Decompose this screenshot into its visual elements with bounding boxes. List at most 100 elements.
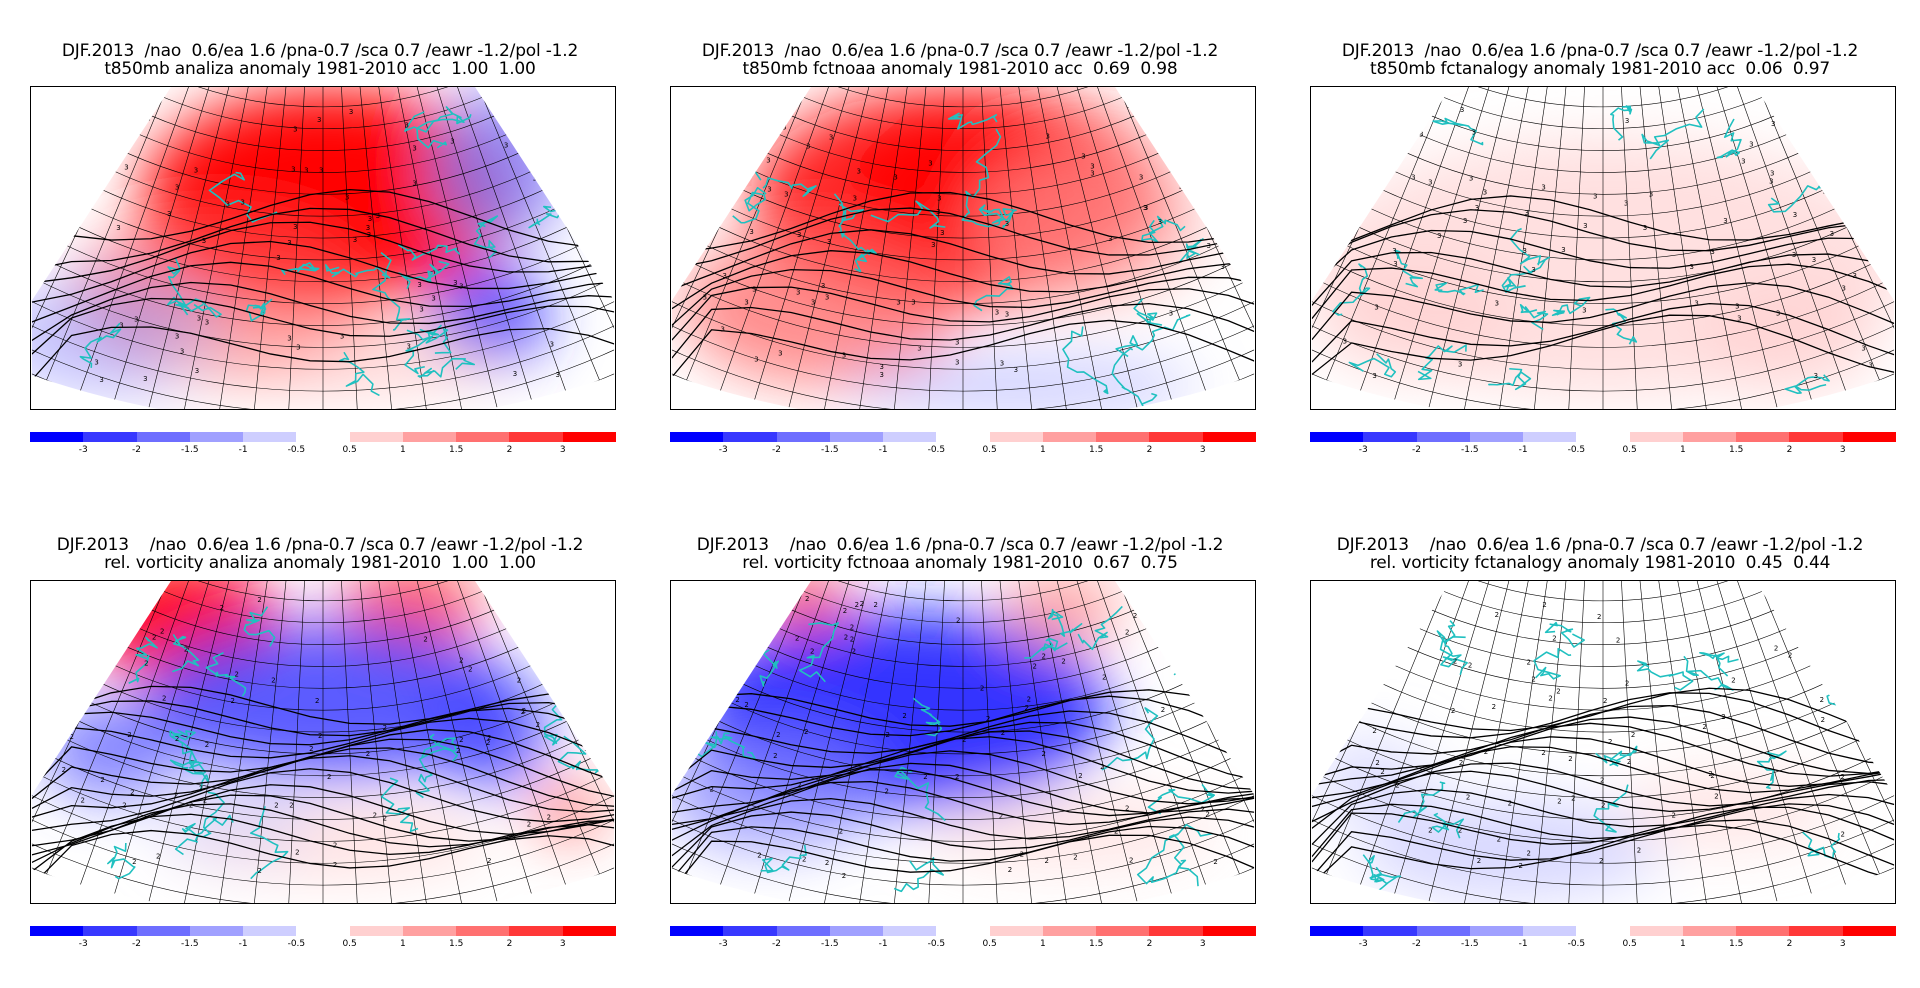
- svg-text:3: 3: [937, 194, 941, 202]
- svg-text:2: 2: [505, 605, 509, 613]
- colorbar-label: 1.5: [449, 445, 464, 455]
- svg-text:3: 3: [1523, 247, 1527, 255]
- svg-text:2: 2: [844, 634, 848, 642]
- svg-text:2: 2: [1161, 706, 1165, 714]
- svg-text:3: 3: [955, 358, 959, 366]
- svg-text:2: 2: [1451, 707, 1455, 715]
- svg-text:3: 3: [1710, 248, 1714, 256]
- colorbar-label: 1: [400, 445, 406, 455]
- svg-text:2: 2: [521, 708, 525, 716]
- svg-text:3: 3: [134, 316, 138, 324]
- svg-text:3: 3: [1090, 169, 1094, 177]
- colorbar-segment: [296, 432, 351, 442]
- svg-text:2: 2: [130, 789, 134, 797]
- svg-text:3: 3: [1561, 246, 1565, 254]
- svg-text:3: 3: [1463, 217, 1467, 225]
- svg-text:3: 3: [1593, 192, 1597, 200]
- svg-text:2: 2: [1078, 772, 1082, 780]
- svg-text:3: 3: [1741, 158, 1745, 166]
- svg-text:3: 3: [767, 185, 771, 193]
- map-frame: 2 2 2 2 2 2 2 2 2 2 2 2 2 2 2 2 2 2 2 2 2 2 2 2 2 2 2 2 2 2 2 2 2 2 2 2 2 2 2 2…: [670, 580, 1256, 904]
- svg-text:3: 3: [1205, 143, 1209, 151]
- svg-text:2: 2: [199, 785, 203, 793]
- svg-text:2: 2: [839, 827, 843, 835]
- panel-title-line2: rel. vorticity analiza anomaly 1981-2010…: [104, 553, 536, 573]
- colorbar-label: 3: [1199, 445, 1206, 455]
- map-panel-2: DJF.2013 /nao 0.6/ea 1.6 /pna-0.7 /sca 0…: [640, 0, 1280, 494]
- coastlines: [1332, 105, 1843, 394]
- svg-text:2: 2: [1459, 759, 1463, 767]
- colorbar-segment: [509, 926, 564, 936]
- svg-text:3: 3: [1847, 126, 1851, 134]
- svg-text:3: 3: [417, 281, 421, 289]
- colorbar-segment: [562, 926, 617, 936]
- svg-text:3: 3: [1045, 133, 1049, 141]
- colorbar-segment: [1576, 432, 1631, 442]
- colorbar-label: -1.5: [1461, 939, 1479, 949]
- colorbar-segment: [456, 432, 510, 442]
- svg-text:2: 2: [884, 788, 888, 796]
- svg-text:2: 2: [1044, 857, 1048, 865]
- svg-text:2: 2: [557, 685, 561, 693]
- colorbar-label: 3: [559, 445, 566, 455]
- panel-title-line2: t850mb fctnoaa anomaly 1981-2010 acc 0.6…: [742, 59, 1178, 79]
- anomaly-shading-4: [840, 355, 1199, 409]
- colorbar-label: 3: [1839, 445, 1846, 455]
- svg-text:2: 2: [1508, 800, 1512, 808]
- svg-text:3: 3: [195, 367, 199, 375]
- colorbar-label: 0.5: [1622, 445, 1637, 455]
- svg-text:3: 3: [1694, 300, 1698, 308]
- svg-text:3: 3: [1625, 117, 1629, 125]
- svg-text:3: 3: [1852, 272, 1856, 280]
- svg-text:2: 2: [127, 731, 131, 739]
- colorbar-label: -1: [1518, 445, 1528, 455]
- svg-text:2: 2: [1201, 806, 1205, 814]
- svg-text:2: 2: [1568, 755, 1572, 763]
- svg-text:3: 3: [142, 111, 146, 119]
- svg-text:3: 3: [1139, 173, 1143, 181]
- svg-text:3: 3: [1792, 251, 1796, 259]
- svg-text:3: 3: [1385, 170, 1389, 178]
- colorbar-segment: [1842, 926, 1897, 936]
- anomaly-shading-2: [999, 581, 1120, 651]
- svg-text:3: 3: [995, 309, 999, 317]
- svg-text:2: 2: [487, 857, 491, 865]
- colorbar-label: -2: [132, 445, 142, 455]
- svg-text:2: 2: [795, 635, 799, 643]
- svg-text:2: 2: [456, 747, 460, 755]
- svg-text:2: 2: [1548, 694, 1552, 702]
- svg-text:3: 3: [86, 200, 90, 208]
- svg-text:2: 2: [522, 707, 526, 715]
- colorbar-label: -0.5: [1567, 445, 1586, 455]
- svg-text:3: 3: [353, 236, 357, 244]
- svg-text:2: 2: [1184, 598, 1188, 606]
- svg-text:3: 3: [1723, 217, 1727, 225]
- svg-text:2: 2: [144, 659, 148, 667]
- colorbar-label: -1.5: [181, 445, 199, 455]
- svg-text:3: 3: [796, 289, 800, 297]
- colorbar-label: -3: [78, 445, 88, 455]
- colorbar-segment: [189, 926, 244, 936]
- colorbar-label: -0.5: [927, 445, 946, 455]
- anomaly-shading-1: [1311, 740, 1432, 820]
- svg-text:2: 2: [1073, 853, 1077, 861]
- svg-text:2: 2: [797, 782, 801, 790]
- contour-lines: [671, 689, 1255, 891]
- svg-text:2: 2: [235, 670, 239, 678]
- colorbar-label: 0.5: [982, 445, 997, 455]
- svg-text:3: 3: [412, 145, 416, 153]
- colorbar-label: 2: [1786, 445, 1793, 455]
- colorbar-label: 1.5: [1089, 939, 1104, 949]
- anomaly-shading-6: [151, 315, 509, 396]
- svg-text:3: 3: [1483, 188, 1487, 196]
- svg-text:2: 2: [1025, 704, 1029, 712]
- svg-text:3: 3: [1460, 106, 1464, 114]
- colorbar-segment: [1363, 926, 1418, 936]
- colorbar-segment: [936, 432, 991, 442]
- svg-text:2: 2: [1627, 758, 1631, 766]
- svg-text:2: 2: [1114, 827, 1118, 835]
- svg-text:3: 3: [319, 166, 323, 174]
- svg-text:3: 3: [1830, 230, 1834, 238]
- svg-text:3: 3: [784, 190, 788, 198]
- svg-text:2: 2: [1001, 729, 1005, 737]
